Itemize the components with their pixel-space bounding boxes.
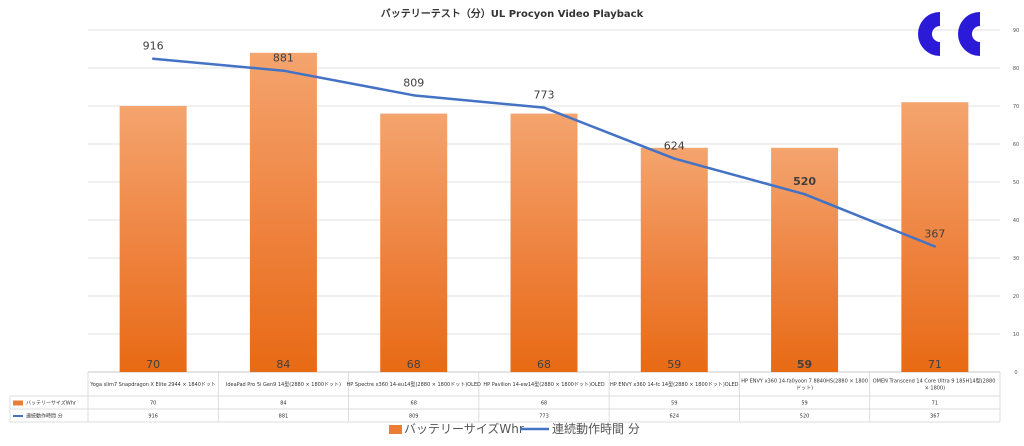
line-point <box>673 157 676 160</box>
table-cell: 59 <box>671 401 677 407</box>
bar-value-label: 59 <box>797 358 812 371</box>
y-tick-label: 0 <box>1014 370 1017 376</box>
bar-value-label: 71 <box>928 358 942 371</box>
data-table: Yoga slim7 Snapdragon X Elite 2944 × 184… <box>9 372 1001 423</box>
table-cell: 773 <box>539 414 549 420</box>
line-value-label: 916 <box>143 40 164 53</box>
table-cell: 367 <box>930 414 940 420</box>
table-series-name: 連続動作時間 分 <box>26 413 63 420</box>
category-label: HP Spectre x360 14-eu14型(2880 × 1800ドット)… <box>346 381 481 388</box>
category-label: Yoga slim7 Snapdragon X Elite 2944 × 184… <box>89 382 216 388</box>
category-label-line: HP ENVY x360 14-fc 14型(2880 × 1800ドット)OL… <box>610 381 739 388</box>
category-label-line: ドット) <box>796 386 813 392</box>
category-label-line: Yoga slim7 Snapdragon X Elite 2944 × 184… <box>89 382 216 388</box>
category-label-line: HP Pavilion 14-ew14型(2880 × 1800ドット)OLED <box>483 381 604 388</box>
y-tick-label: 50 <box>1013 180 1019 186</box>
y-tick-label: 40 <box>1013 218 1019 224</box>
line-point <box>151 57 155 60</box>
category-label-line: HP Spectre x360 14-eu14型(2880 × 1800ドット)… <box>346 381 481 388</box>
category-label: OMEN Transcend 14 Core Ultra 9 185H14型(2… <box>873 378 997 392</box>
table-cell: 881 <box>279 414 289 420</box>
line-point <box>803 192 806 196</box>
table-legend-key <box>13 400 23 406</box>
line-point <box>542 106 546 109</box>
bar <box>380 113 448 372</box>
line-series <box>151 57 937 248</box>
bar-value-label: 68 <box>537 358 551 371</box>
table-cell: 70 <box>150 401 156 407</box>
bar <box>249 52 317 373</box>
y-tick-label: 90 <box>1013 28 1019 34</box>
y-tick-label: 20 <box>1013 294 1019 300</box>
table-cell: 68 <box>541 401 547 407</box>
line-value-label: 809 <box>403 76 424 89</box>
y-tick-label: 80 <box>1013 66 1019 72</box>
data-labels: 70 84 68 68 59 59 71 916 881 809 773 624 520 367 <box>143 40 946 371</box>
line-value-label: 881 <box>273 52 294 65</box>
category-label: HP Pavilion 14-ew14型(2880 × 1800ドット)OLED <box>483 381 604 388</box>
line-point <box>412 94 415 97</box>
category-label: IdeaPad Pro 5i Gen9 14型(2880 × 1800ドット) <box>226 381 341 388</box>
bar <box>510 113 578 372</box>
table-series-name: バッテリーサイズWhr <box>26 400 77 407</box>
bars <box>119 52 969 373</box>
category-label: HP ENVY x360 14-fa0yoon 7 8840HS(2880 × … <box>741 379 868 392</box>
line-value-label: 773 <box>534 89 555 102</box>
table-cell: 84 <box>280 401 286 407</box>
bar-value-label: 68 <box>407 358 421 371</box>
logo-c-left <box>918 12 940 56</box>
category-label-line: OMEN Transcend 14 Core Ultra 9 185H14型(2… <box>873 378 997 385</box>
table-cell: 59 <box>801 401 807 407</box>
category-label: HP ENVY x360 14-fc 14型(2880 × 1800ドット)OL… <box>610 381 739 388</box>
category-label-line: HP ENVY x360 14-fa0yoon 7 8840HS(2880 × … <box>741 379 868 385</box>
bar <box>119 106 187 372</box>
legend-bar-label: バッテリーサイズWhr <box>404 421 524 436</box>
table-cell: 809 <box>409 414 419 420</box>
chart-title: バッテリーテスト（分）UL Procyon Video Playback <box>381 7 644 20</box>
legend-bar-key <box>389 425 402 434</box>
bar-value-label: 84 <box>276 358 290 371</box>
table-cell: 916 <box>148 414 158 420</box>
logo-c-right <box>958 12 980 56</box>
bar-value-label: 70 <box>146 358 160 371</box>
line-value-label: 624 <box>664 140 685 153</box>
line-value-label: 520 <box>793 175 816 188</box>
table-cell: 71 <box>932 401 938 407</box>
bar-value-label: 59 <box>667 358 681 371</box>
category-label-line: × 1800) <box>925 386 946 392</box>
table-cell: 520 <box>800 414 810 420</box>
line-point <box>282 69 285 72</box>
y-tick-label: 10 <box>1013 332 1019 338</box>
line-point <box>933 245 937 248</box>
category-label-line: IdeaPad Pro 5i Gen9 14型(2880 × 1800ドット) <box>226 381 341 388</box>
table-cell: 68 <box>411 401 417 407</box>
y-tick-label: 60 <box>1013 142 1019 148</box>
bar <box>640 147 708 372</box>
legend: バッテリーサイズWhr 連続動作時間 分 <box>389 421 640 436</box>
bar <box>771 147 839 372</box>
right-axis: 0 10 20 30 40 50 60 70 80 90 <box>1013 28 1019 376</box>
y-tick-label: 30 <box>1013 256 1019 262</box>
table-cell: 624 <box>670 414 680 420</box>
legend-line-label: 連続動作時間 分 <box>552 422 640 436</box>
line-value-label: 367 <box>924 227 945 240</box>
cc-logo <box>918 12 980 56</box>
y-tick-label: 70 <box>1013 104 1019 110</box>
